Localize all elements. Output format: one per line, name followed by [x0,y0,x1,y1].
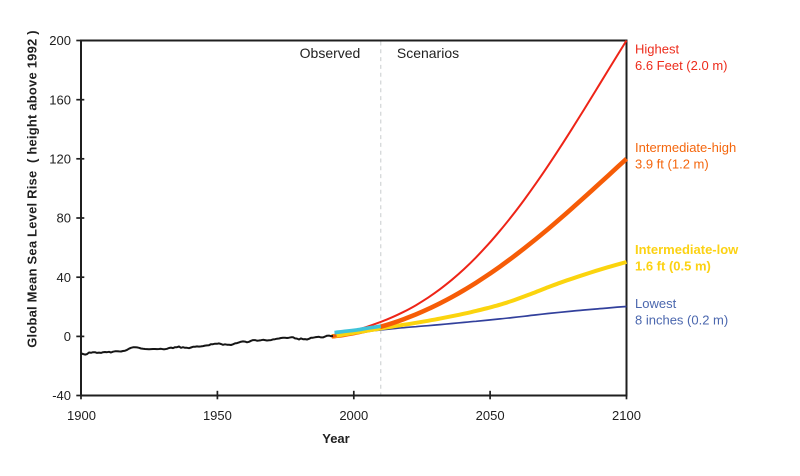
svg-text:200: 200 [49,33,71,48]
svg-text:2050: 2050 [476,408,505,423]
svg-text:1950: 1950 [203,408,232,423]
svg-text:2100: 2100 [612,408,641,423]
svg-text:80: 80 [57,211,71,226]
svg-text:8 inches (0.2 m): 8 inches (0.2 m) [635,313,728,328]
svg-text:Lowest: Lowest [635,296,677,311]
svg-text:0: 0 [64,329,71,344]
svg-text:Intermediate-high: Intermediate-high [635,140,736,155]
svg-text:Observed: Observed [300,45,361,61]
svg-text:Scenarios: Scenarios [397,45,459,61]
svg-text:40: 40 [57,270,71,285]
svg-text:160: 160 [49,92,71,107]
svg-text:3.9 ft (1.2 m): 3.9 ft (1.2 m) [635,157,709,172]
svg-text:Year: Year [322,431,349,446]
svg-text:Intermediate-low: Intermediate-low [635,242,739,257]
svg-text:120: 120 [49,152,71,167]
svg-text:6.6 Feet (2.0 m): 6.6 Feet (2.0 m) [635,58,727,73]
svg-text:1900: 1900 [67,408,96,423]
svg-text:-40: -40 [52,388,71,403]
svg-text:Global Mean Sea Level Rise (: Global Mean Sea Level Rise ( height abov… [25,30,40,348]
svg-text:2000: 2000 [339,408,368,423]
svg-text:1.6 ft (0.5 m): 1.6 ft (0.5 m) [635,259,711,274]
svg-text:Highest: Highest [635,42,679,57]
